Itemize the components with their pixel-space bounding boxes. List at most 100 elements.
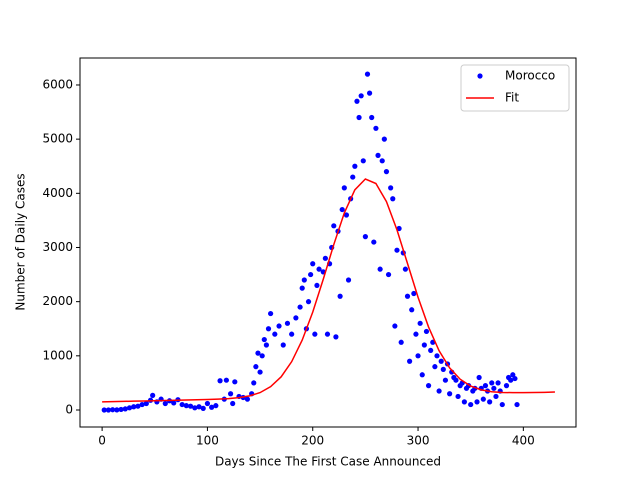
data-point — [512, 375, 518, 382]
y-tick-label: 0 — [65, 402, 73, 416]
data-point — [482, 383, 489, 389]
data-point — [362, 234, 368, 240]
x-tick-label: 300 — [407, 434, 430, 448]
data-point — [297, 304, 303, 310]
data-point — [423, 328, 430, 335]
legend-label: Morocco — [505, 69, 555, 83]
data-point — [360, 158, 366, 164]
data-point — [101, 407, 107, 413]
data-point — [514, 401, 520, 408]
data-point — [375, 152, 381, 158]
data-point — [379, 158, 385, 164]
data-point — [510, 372, 516, 378]
data-point — [480, 396, 486, 402]
data-point — [268, 310, 274, 317]
data-point — [404, 293, 411, 299]
data-point — [118, 406, 124, 413]
data-point — [345, 277, 352, 283]
data-point — [398, 339, 404, 345]
data-point — [411, 290, 417, 297]
data-point — [468, 401, 474, 408]
data-point — [192, 405, 198, 411]
data-point — [230, 400, 236, 407]
axes-frame — [79, 57, 577, 428]
data-point — [385, 271, 392, 278]
data-point — [337, 293, 343, 299]
y-tick-label: 4000 — [42, 186, 73, 200]
data-point — [503, 383, 510, 389]
data-point — [415, 353, 421, 359]
data-point — [434, 353, 440, 359]
data-point — [143, 400, 149, 407]
data-point — [417, 320, 423, 326]
data-point — [440, 366, 446, 372]
data-point — [394, 247, 400, 253]
x-tick-label: 200 — [301, 434, 324, 448]
y-tick-label: 5000 — [42, 132, 73, 146]
data-point — [453, 377, 459, 383]
data-point — [105, 407, 112, 413]
data-point — [493, 393, 499, 400]
x-tick-label: 400 — [512, 434, 535, 448]
data-point — [381, 136, 387, 142]
data-point — [333, 334, 339, 340]
data-point — [259, 353, 265, 359]
data-point — [390, 196, 396, 202]
data-point — [308, 271, 314, 278]
data-point — [110, 407, 116, 413]
legend-marker — [477, 73, 483, 79]
data-point — [407, 358, 413, 364]
data-point — [409, 307, 415, 313]
data-point — [455, 393, 461, 400]
x-tick-label: 100 — [196, 434, 219, 448]
data-point — [432, 364, 438, 370]
fit-line — [102, 178, 555, 403]
data-point — [179, 401, 185, 408]
data-point — [162, 400, 168, 407]
data-point — [499, 401, 505, 408]
data-point — [289, 331, 295, 337]
data-point — [253, 364, 259, 370]
data-point — [343, 212, 350, 218]
data-point — [204, 400, 211, 407]
data-point — [476, 374, 482, 381]
data-point — [276, 323, 282, 329]
data-point — [322, 255, 328, 261]
data-point — [217, 378, 223, 384]
data-point — [293, 315, 299, 321]
data-point — [312, 331, 318, 337]
data-point — [350, 174, 356, 180]
data-point — [139, 401, 145, 408]
data-point — [272, 331, 278, 337]
data-point — [436, 388, 442, 394]
legend-label: Fit — [505, 91, 519, 105]
data-point — [489, 380, 495, 386]
y-tick-label: 6000 — [42, 77, 73, 91]
data-point — [447, 391, 453, 397]
data-point — [371, 239, 377, 245]
data-point — [388, 185, 394, 191]
data-point — [369, 114, 375, 121]
x-axis-label: Days Since The First Case Announced — [215, 455, 441, 469]
data-point — [257, 369, 263, 375]
data-point — [316, 266, 322, 272]
data-point — [495, 380, 501, 386]
data-point — [352, 163, 358, 169]
data-point — [428, 347, 434, 354]
data-point — [280, 342, 286, 348]
y-tick-label: 3000 — [42, 240, 73, 254]
data-point — [392, 323, 398, 329]
data-point — [356, 114, 362, 121]
data-point — [255, 350, 261, 356]
data-point — [354, 98, 360, 104]
data-point — [358, 93, 364, 99]
data-point — [314, 282, 320, 289]
data-point — [183, 403, 189, 409]
data-point — [413, 331, 419, 337]
data-point — [487, 399, 493, 405]
data-point — [200, 405, 206, 411]
data-point — [377, 266, 383, 272]
data-point — [310, 261, 316, 267]
data-point — [402, 266, 409, 272]
